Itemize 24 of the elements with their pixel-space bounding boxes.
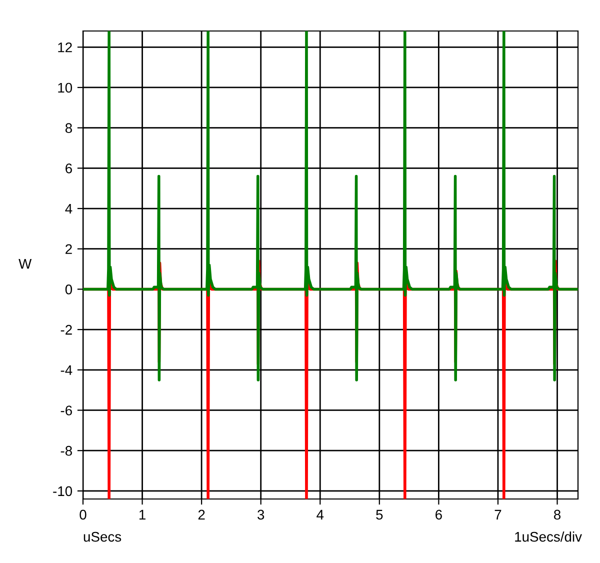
y-tick-label: 2 xyxy=(66,244,72,254)
y-tick-label: 6 xyxy=(66,164,72,174)
y-tick-label: 10 xyxy=(58,82,72,93)
y-tick-label: -4 xyxy=(60,365,72,375)
text: 1uSecs/div xyxy=(515,532,582,542)
text: uSecs xyxy=(84,532,122,542)
x-tick-label: 0 xyxy=(80,510,86,520)
x-tick-label: 8 xyxy=(554,510,561,520)
x-tick-label: 1 xyxy=(139,510,146,520)
y-tick-label: 0 xyxy=(65,284,72,294)
x-tick-label: 3 xyxy=(258,510,264,520)
y-tick-label: 4 xyxy=(65,204,72,214)
x-tick-label: 6 xyxy=(436,510,442,520)
y-tick-label: -2 xyxy=(60,324,72,335)
y-axis-title: W xyxy=(18,259,32,269)
y-tick-label: -6 xyxy=(60,406,72,416)
y-tick-label: -8 xyxy=(60,446,72,456)
y-tick-label: 12 xyxy=(58,42,72,52)
x-tick-label: 7 xyxy=(494,510,502,520)
y-tick-label: 8 xyxy=(65,123,72,133)
x-tick-label: 2 xyxy=(198,510,205,520)
x-tick-label: 5 xyxy=(376,510,383,520)
x-tick-label: 4 xyxy=(316,510,324,520)
y-tick-label: -10 xyxy=(53,486,72,496)
